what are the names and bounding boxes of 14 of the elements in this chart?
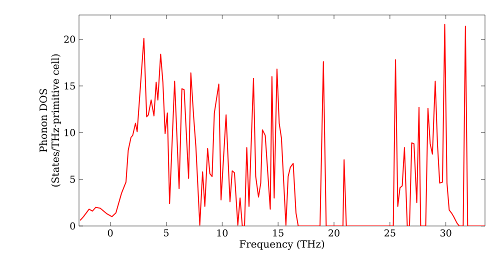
y-axis-title: Phonon DOS (States/THz·primitive cell) xyxy=(39,54,62,187)
y-tick-label: 15 xyxy=(64,82,75,90)
x-tick-label: 25 xyxy=(384,229,396,237)
y-tick-label: 20 xyxy=(64,36,76,43)
x-tick-label: 5 xyxy=(164,229,169,236)
x-tick-label: 15 xyxy=(273,229,284,237)
y-tick-label: 0 xyxy=(70,222,76,230)
y-tick-label: 10 xyxy=(64,129,76,136)
x-tick-label: 20 xyxy=(328,229,340,237)
x-tick-label: 0 xyxy=(108,229,113,237)
x-axis-title: Frequency (THz) xyxy=(240,240,324,250)
x-tick-label: 10 xyxy=(217,229,228,237)
x-tick-label: 30 xyxy=(440,229,452,237)
y-tick-label: 5 xyxy=(70,176,75,183)
